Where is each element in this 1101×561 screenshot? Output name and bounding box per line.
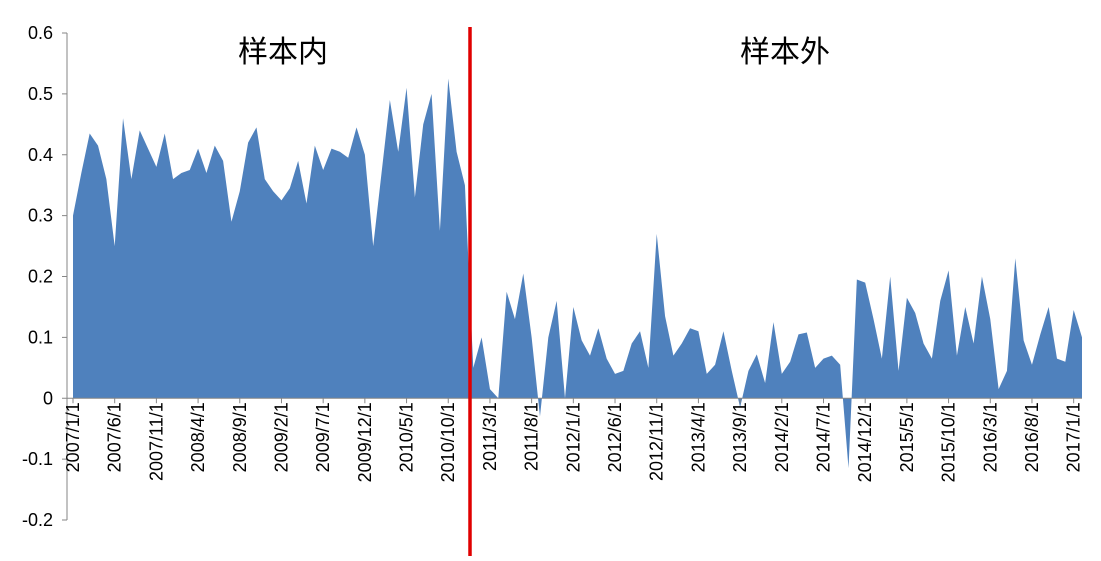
x-tick-label: 2007/1/1 xyxy=(63,402,83,472)
x-tick-label: 2017/1/1 xyxy=(1064,402,1084,472)
y-tick-label: 0.3 xyxy=(28,206,53,226)
x-tick-label: 2013/9/1 xyxy=(730,402,750,472)
x-tick-label: 2008/9/1 xyxy=(230,402,250,472)
x-tick-label: 2011/8/1 xyxy=(522,402,542,471)
y-tick-label: 0.4 xyxy=(28,145,53,165)
x-tick-label: 2010/5/1 xyxy=(397,402,417,472)
y-tick-label: 0 xyxy=(43,388,53,408)
x-tick-label: 2007/11/1 xyxy=(146,402,166,481)
x-tick-label: 2015/10/1 xyxy=(939,402,959,482)
x-tick-label: 2014/7/1 xyxy=(813,402,833,472)
y-tick-label: -0.1 xyxy=(22,449,53,469)
x-tick-label: 2016/3/1 xyxy=(980,402,1000,472)
x-tick-label: 2007/6/1 xyxy=(105,402,125,472)
x-tick-label: 2013/4/1 xyxy=(688,402,708,472)
y-tick-label: 0.1 xyxy=(28,327,53,347)
area xyxy=(73,78,1082,469)
x-tick-label: 2016/8/1 xyxy=(1022,402,1042,472)
x-tick-label: 2012/1/1 xyxy=(563,402,583,472)
x-tick-label: 2012/6/1 xyxy=(605,402,625,472)
x-tick-label: 2014/2/1 xyxy=(772,402,792,472)
y-tick-label: 0.5 xyxy=(28,84,53,104)
x-tick-label: 2008/4/1 xyxy=(188,402,208,472)
x-tick-label: 2014/12/1 xyxy=(855,402,875,482)
x-tick-label: 2011/3/1 xyxy=(480,402,500,471)
annotation: 样本内 xyxy=(238,36,328,69)
x-tick-label: 2009/2/1 xyxy=(271,402,291,472)
x-tick-label: 2012/11/1 xyxy=(647,402,667,481)
x-tick-label: 2009/7/1 xyxy=(313,402,333,472)
annotation: 样本外 xyxy=(740,36,830,69)
x-tick-label: 2010/10/1 xyxy=(438,402,458,482)
y-tick-label: -0.2 xyxy=(22,510,53,530)
y-tick-label: 0.6 xyxy=(28,23,53,43)
x-tick-label: 2015/5/1 xyxy=(897,402,917,472)
x-tick-label: 2009/12/1 xyxy=(355,402,375,482)
y-tick-label: 0.2 xyxy=(28,267,53,287)
